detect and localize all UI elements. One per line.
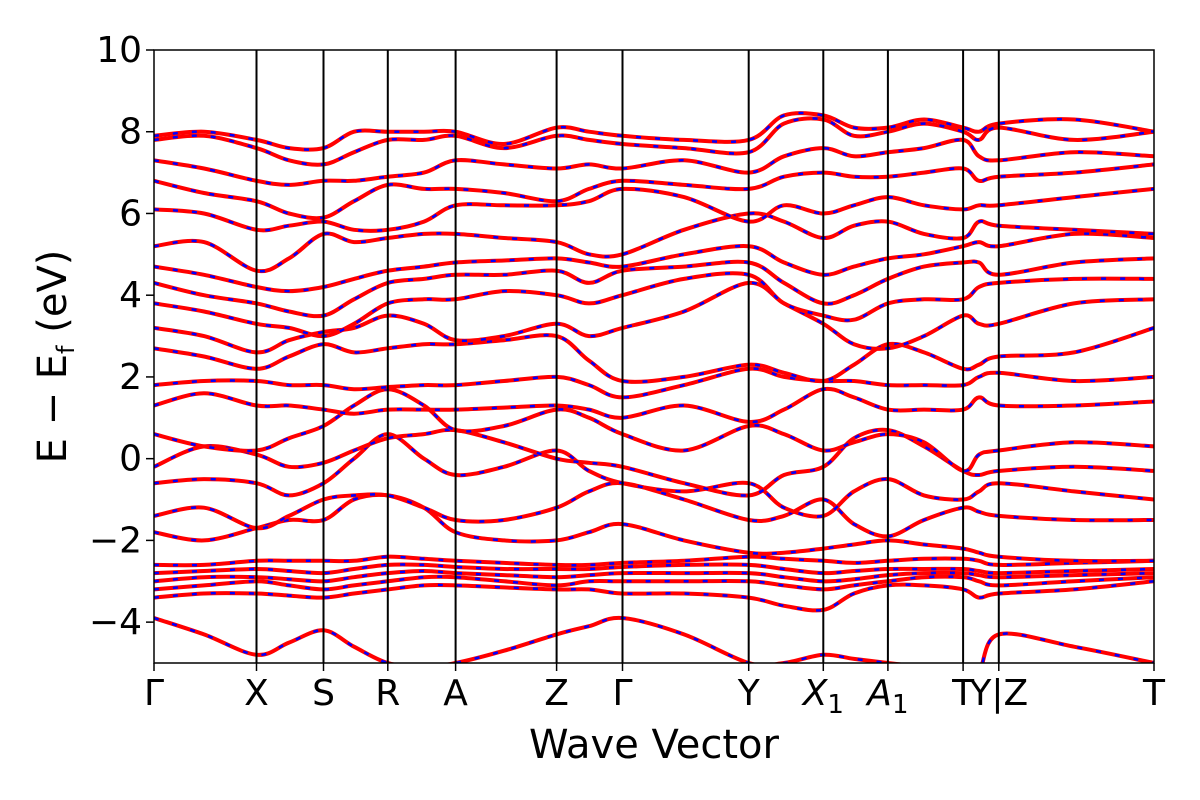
y-tick-label: 0 — [119, 439, 142, 480]
kpoint-label-5: A — [443, 673, 468, 714]
bands-layer — [154, 111, 1154, 663]
band-11-spin-down — [154, 387, 1154, 473]
kpoint-label-8: Y — [737, 673, 761, 714]
band-16-spin-up — [154, 271, 1154, 339]
y-axis-label-main: E − E — [30, 354, 76, 464]
band-19-spin-down — [154, 212, 1154, 273]
y-tick-label: 8 — [119, 112, 142, 153]
band-14-spin-down — [154, 326, 1154, 384]
kpoint-label-2: X — [244, 673, 269, 714]
y-tick-label: 4 — [119, 275, 142, 316]
y-ticks-layer: −4 −2 0 2 4 6 8 10 — [89, 30, 154, 643]
band-24-spin-down — [154, 111, 1154, 151]
band-7-spin-down — [154, 493, 1154, 563]
band-10-spin-down — [154, 428, 1154, 497]
band-24-spin-up — [154, 111, 1154, 152]
band-15-spin-down — [154, 281, 1154, 354]
y-tick-label: 6 — [119, 193, 142, 234]
y-axis-label-sub: f — [52, 345, 80, 354]
band-23-spin-up — [154, 116, 1154, 167]
kpoint-label-1: Γ — [144, 673, 164, 714]
kpoint-label-4: R — [375, 673, 400, 714]
band-13-spin-up — [154, 366, 1154, 400]
y-tick-label: 2 — [119, 357, 142, 398]
y-axis-label-unit: (eV) — [30, 250, 76, 346]
band-11-spin-up — [154, 387, 1154, 473]
kpoint-labels-layer: Γ X S R A Z Γ Y X1 A1 TY|Z T — [144, 663, 1166, 720]
band-7-spin-up — [154, 492, 1154, 564]
kpoint-label-3: S — [312, 673, 335, 714]
kpoint-label-13: T — [1142, 673, 1166, 714]
kpoint-lines-layer — [255, 50, 1000, 663]
kpoint-label-12: Y|Z — [968, 673, 1028, 714]
band-2-spin-down — [154, 580, 1154, 612]
y-axis-label: E − Ef (eV) — [30, 250, 80, 464]
y-tick-label: −4 — [89, 602, 142, 643]
plot-frame — [153, 49, 1155, 664]
kpoint-label-7: Γ — [612, 673, 632, 714]
band-1-spin-up — [154, 615, 1154, 663]
kpoint-label-10: A1 — [865, 673, 908, 720]
kpoint-label-9: X1 — [801, 673, 844, 720]
band-13-spin-down — [154, 367, 1154, 399]
x-axis-label: Wave Vector — [529, 722, 780, 768]
band-23-spin-down — [154, 117, 1154, 166]
kpoint-label-11: T — [951, 673, 975, 714]
y-tick-label: −2 — [89, 520, 142, 561]
y-tick-label: 10 — [96, 30, 142, 71]
band-15-spin-up — [154, 280, 1154, 355]
kpoint-label-6: Z — [544, 673, 569, 714]
band-10-spin-up — [154, 427, 1154, 498]
